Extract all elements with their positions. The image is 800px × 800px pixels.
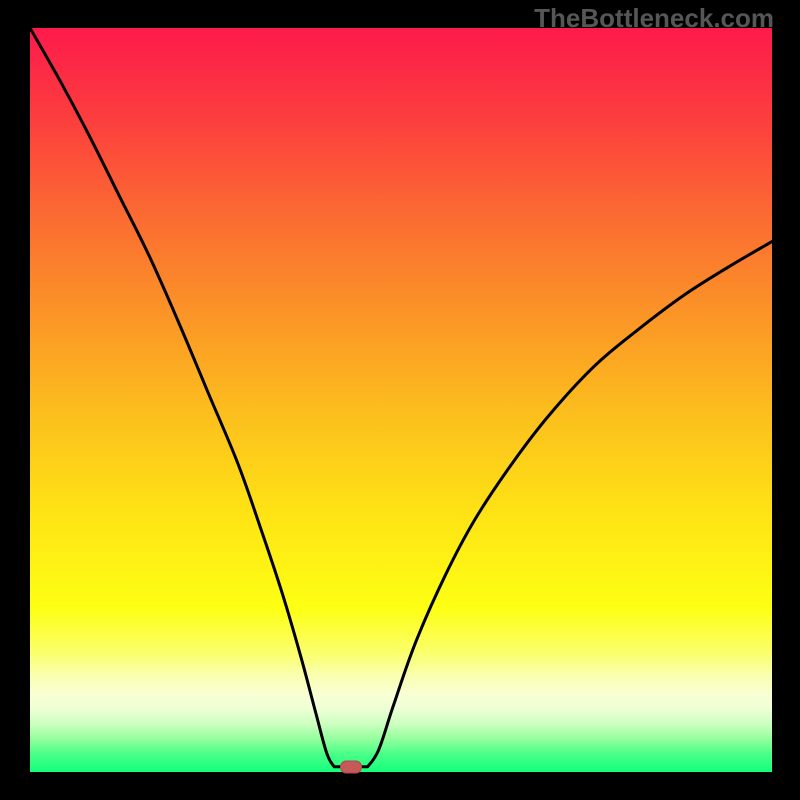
curve-svg [30, 28, 772, 772]
bottleneck-curve [30, 28, 772, 767]
plot-area [30, 28, 772, 772]
chart-container: { "canvas": { "width": 800, "height": 80… [0, 0, 800, 800]
optimum-marker [340, 760, 362, 773]
